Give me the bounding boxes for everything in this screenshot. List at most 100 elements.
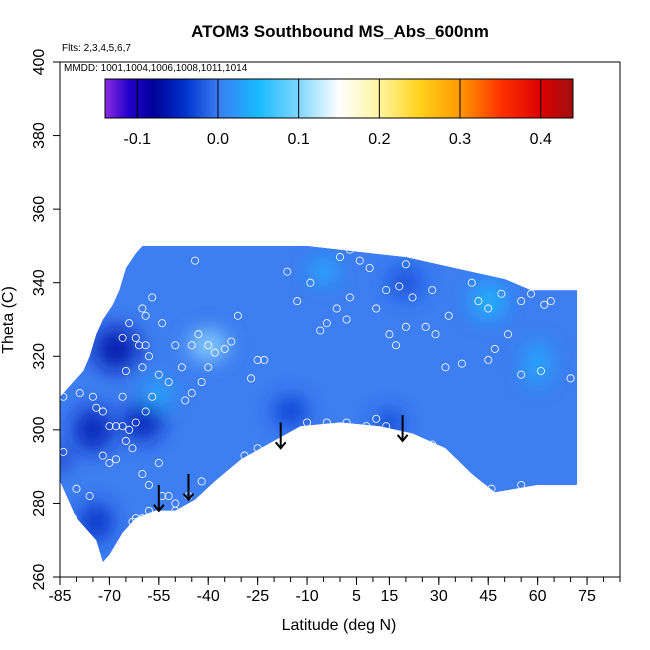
observation-point — [382, 286, 391, 295]
observation-point — [98, 407, 107, 416]
observation-point — [306, 278, 315, 287]
observation-point — [111, 422, 121, 431]
observation-point — [474, 297, 483, 306]
x-tick-label: 30 — [430, 588, 448, 605]
observation-point — [125, 425, 134, 434]
observation-point — [138, 514, 147, 523]
observation-point — [428, 440, 437, 449]
field-feature — [145, 382, 172, 405]
colorbar-tick-label: 0.2 — [368, 131, 390, 148]
observation-point — [428, 286, 437, 295]
observation-point — [118, 392, 127, 401]
observation-point — [177, 363, 186, 372]
observation-point — [197, 477, 206, 486]
colorbar-tick-label: 0.1 — [288, 131, 310, 148]
observation-point — [128, 444, 137, 453]
colorbar-gradient — [104, 78, 574, 119]
x-tick-label: 60 — [529, 588, 547, 605]
arrows — [153, 415, 409, 513]
arrow-head — [182, 493, 195, 502]
observation-point — [88, 392, 97, 401]
observation-point — [141, 311, 150, 320]
observation-point — [164, 377, 173, 387]
y-tick-label: 280 — [31, 490, 48, 517]
observation-point — [233, 311, 242, 320]
observation-point — [118, 333, 127, 342]
observation-point — [220, 344, 229, 353]
observation-point — [372, 414, 381, 423]
observation-point — [164, 492, 173, 501]
observation-point — [210, 348, 219, 357]
colorbar: -0.1 0.0 0.1 0.2 0.3 0.4 — [104, 78, 574, 148]
observation-point — [197, 377, 206, 387]
x-axis: -85 -70 -55 -40 -25 -10 5 15 30 45 60 75 — [48, 577, 621, 605]
observation-point — [342, 418, 351, 427]
observation-point — [391, 341, 401, 350]
observation-point — [253, 444, 262, 453]
observation-point — [138, 469, 147, 479]
observation-point — [227, 337, 236, 346]
observation-point — [98, 451, 107, 460]
field-interior — [60, 245, 578, 563]
field-feature — [274, 396, 308, 427]
x-tick-label: 75 — [578, 588, 596, 605]
observation-point — [204, 363, 213, 372]
observation-point — [408, 293, 417, 302]
arrow-head — [274, 441, 287, 450]
observation-point — [345, 245, 354, 254]
observation-point — [497, 289, 506, 298]
observation-point — [546, 297, 555, 306]
observation-point — [171, 341, 180, 350]
observation-point — [253, 355, 262, 365]
observation-point — [138, 304, 147, 313]
observation-point — [210, 484, 219, 493]
observation-point — [125, 319, 134, 328]
observation-point — [111, 455, 121, 464]
observation-point — [181, 396, 190, 405]
arrow-head — [153, 504, 165, 513]
observation-point — [92, 403, 101, 412]
y-axis-label: Theta (C) — [0, 286, 17, 354]
observation-point — [138, 363, 147, 372]
colorbar-tick-label: -0.1 — [123, 131, 151, 148]
observation-point — [335, 252, 345, 262]
observation-point — [444, 311, 453, 320]
observation-point — [451, 458, 460, 468]
observation-point — [72, 484, 81, 493]
observation-point — [342, 315, 351, 324]
observation-point — [447, 458, 457, 468]
observation-point — [154, 458, 163, 468]
field-feature — [73, 407, 113, 452]
observation-point — [322, 418, 331, 427]
observation-point — [322, 319, 331, 328]
observation-point — [487, 484, 496, 493]
observation-point — [191, 256, 200, 265]
observation-point — [421, 322, 430, 331]
y-tick-label: 360 — [31, 196, 48, 223]
observation-point — [118, 422, 127, 431]
observation-point — [503, 330, 513, 339]
chart-title: ATOM3 Southbound MS_Abs_600nm — [191, 22, 489, 41]
observation-point — [517, 480, 526, 490]
observation-point — [517, 297, 526, 306]
x-tick-label: 5 — [352, 588, 361, 605]
colorbar-tick-label: 0.0 — [207, 131, 229, 148]
observation-point — [121, 366, 130, 376]
observation-points — [59, 245, 582, 526]
flights-label: Flts: 2,3,4,5,6,7 — [62, 43, 131, 54]
field-feature — [524, 341, 551, 386]
observation-point — [385, 330, 394, 339]
field-feature — [376, 411, 403, 434]
observation-point — [372, 304, 381, 313]
observation-point — [158, 319, 167, 328]
y-tick-label: 340 — [31, 269, 48, 296]
field-feature — [471, 282, 505, 320]
observation-point — [148, 293, 157, 302]
field-feature — [389, 268, 423, 298]
y-tick-label: 380 — [31, 122, 48, 149]
observation-point — [105, 422, 114, 431]
observation-point — [141, 341, 150, 350]
observation-point — [144, 506, 153, 515]
observation-point — [283, 267, 292, 276]
dates-label: MMDD: 1001,1004,1006,1008,1011,1014 — [64, 63, 248, 74]
